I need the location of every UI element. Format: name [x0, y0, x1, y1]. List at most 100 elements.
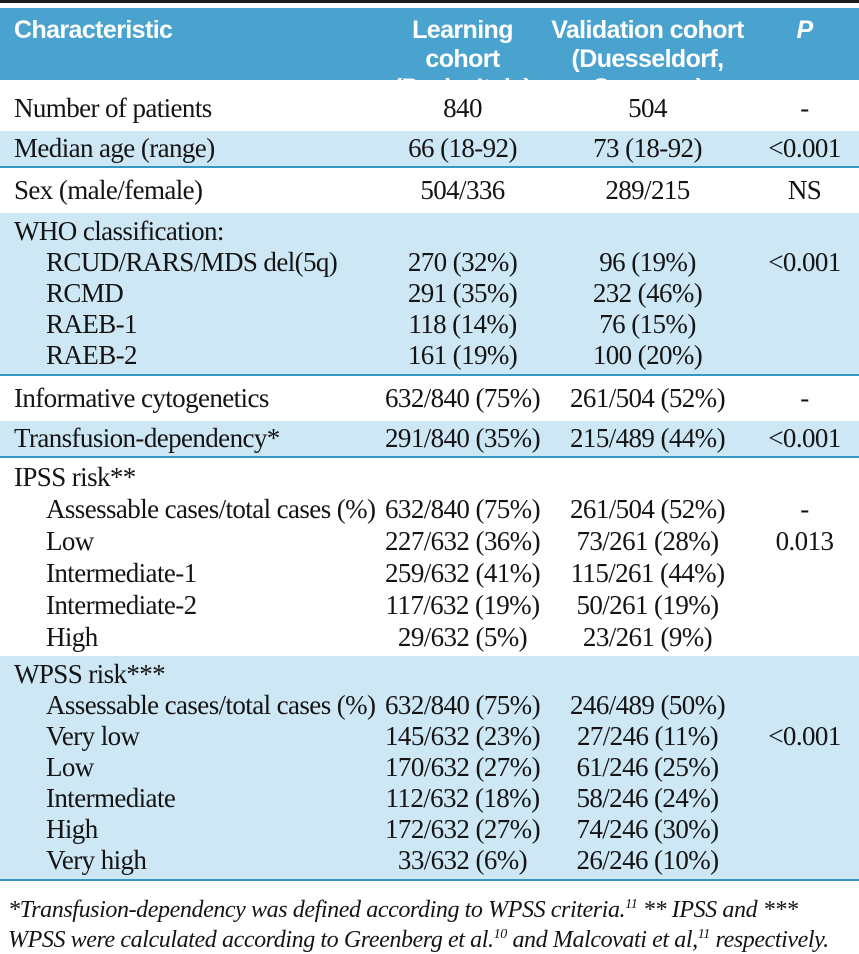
- validation-cohort-value: 96 (19%): [599, 247, 696, 277]
- learning-cohort-value: 291/840 (35%): [385, 423, 541, 453]
- validation-cohort-value: 289/215: [605, 175, 690, 205]
- row-label: WHO classification:: [14, 216, 224, 246]
- learning-cohort-value: 632/840 (75%): [385, 383, 541, 413]
- row-label: Intermediate-1: [46, 557, 197, 588]
- footnote-text: *Transfusion-dependency was defined acco…: [8, 897, 626, 923]
- table-section: Number of patients 840 504 -: [0, 86, 859, 131]
- table-row: IPSS risk**: [0, 461, 859, 493]
- validation-cohort-value: 215/489 (44%): [570, 423, 726, 453]
- footnote-reference-superscript: 11: [697, 927, 711, 942]
- validation-cohort-value: 100 (20%): [592, 340, 703, 370]
- validation-cohort-value: 261/504 (52%): [570, 383, 726, 413]
- validation-cohort-value: 76 (15%): [599, 309, 696, 339]
- validation-cohort-value: 74/246 (30%): [576, 814, 719, 844]
- table-section: IPSS risk** Assessable cases/total cases…: [0, 458, 859, 656]
- row-label: RCMD: [46, 278, 124, 308]
- header-validation-cohort: Validation cohort (Duesseldorf, Germany): [545, 8, 750, 103]
- header-characteristic: Characteristic: [0, 8, 380, 45]
- p-value: NS: [787, 175, 822, 205]
- header-validation-line2: (Duesseldorf, Germany): [571, 45, 725, 102]
- validation-cohort-value: 115/261 (44%): [570, 557, 726, 588]
- validation-cohort-value: 232 (46%): [592, 278, 703, 308]
- footnote-text: and Malcovati et al,: [506, 927, 698, 953]
- learning-cohort-value: 112/632 (18%): [385, 783, 541, 813]
- table-row: Intermediate-2 117/632 (19%) 50/261 (19%…: [0, 589, 859, 621]
- header-p-value: P: [750, 8, 859, 45]
- row-label: WPSS risk***: [14, 659, 166, 689]
- table-row: High 29/632 (5%) 23/261 (9%): [0, 621, 859, 653]
- learning-cohort-value: 259/632 (41%): [385, 557, 541, 588]
- header-p-label: P: [796, 16, 813, 44]
- learning-cohort-value: 632/840 (75%): [385, 690, 541, 720]
- footnote-reference-superscript: 10: [493, 927, 508, 942]
- row-label: Low: [46, 525, 94, 556]
- table-row: Median age (range) 66 (18-92) 73 (18-92)…: [0, 131, 859, 166]
- row-label: Very low: [46, 721, 140, 751]
- row-label: Transfusion-dependency*: [14, 423, 280, 453]
- learning-cohort-value: 33/632 (6%): [397, 845, 528, 875]
- header-learning-cohort: Learning cohort (Pavia, Italy): [380, 8, 545, 103]
- learning-cohort-value: 632/840 (75%): [385, 493, 541, 524]
- row-label: RCUD/RARS/MDS del(5q): [46, 247, 338, 277]
- validation-cohort-value: 73/261 (28%): [576, 525, 719, 556]
- table-section: Informative cytogenetics 632/840 (75%) 2…: [0, 376, 859, 421]
- row-label: Intermediate-2: [46, 589, 197, 620]
- row-label: Median age (range): [14, 133, 215, 163]
- validation-cohort-value: 61/246 (25%): [576, 752, 719, 782]
- learning-cohort-value: 118 (14%): [408, 309, 517, 339]
- table-row: Assessable cases/total cases (%) 632/840…: [0, 690, 859, 721]
- p-value: -: [800, 383, 809, 413]
- table-body: Number of patients 840 504 - Median age …: [0, 86, 859, 881]
- row-label: High: [46, 814, 98, 844]
- p-value: <0.001: [768, 133, 841, 163]
- table-section: Transfusion-dependency* 291/840 (35%) 21…: [0, 421, 859, 458]
- learning-cohort-value: 161 (19%): [407, 340, 518, 370]
- table-row: RCMD 291 (35%) 232 (46%): [0, 278, 859, 309]
- learning-cohort-value: 504/336: [420, 175, 505, 205]
- table-footnote: *Transfusion-dependency was defined acco…: [0, 895, 859, 954]
- table-header-row: Characteristic Learning cohort (Pavia, I…: [0, 8, 859, 102]
- table-row: RCUD/RARS/MDS del(5q) 270 (32%) 96 (19%)…: [0, 247, 859, 278]
- table-row: Sex (male/female) 504/336 289/215 NS: [0, 168, 859, 213]
- learning-cohort-value: 170/632 (27%): [385, 752, 541, 782]
- row-label: Assessable cases/total cases (%): [46, 493, 376, 524]
- learning-cohort-value: 291 (35%): [407, 278, 518, 308]
- p-value: <0.001: [768, 247, 841, 277]
- p-value: 0.013: [775, 525, 834, 556]
- row-label: IPSS risk**: [14, 461, 136, 492]
- footnote-reference-superscript: 11: [625, 897, 638, 912]
- learning-cohort-value: 840: [443, 93, 482, 123]
- validation-cohort-value: 27/246 (11%): [576, 721, 719, 751]
- row-label: Sex (male/female): [14, 175, 203, 205]
- learning-cohort-value: 172/632 (27%): [385, 814, 541, 844]
- header-characteristic-label: Characteristic: [14, 16, 173, 44]
- table-section: WHO classification: RCUD/RARS/MDS del(5q…: [0, 213, 859, 376]
- validation-cohort-value: 58/246 (24%): [576, 783, 719, 813]
- table-section: Sex (male/female) 504/336 289/215 NS: [0, 168, 859, 213]
- learning-cohort-value: 117/632 (19%): [385, 589, 541, 620]
- row-label: RAEB-2: [46, 340, 138, 370]
- table-row: Intermediate-1 259/632 (41%) 115/261 (44…: [0, 557, 859, 589]
- table-row: WPSS risk***: [0, 659, 859, 690]
- validation-cohort-value: 73 (18-92): [593, 133, 702, 163]
- table-row: Very low 145/632 (23%) 27/246 (11%) <0.0…: [0, 721, 859, 752]
- table-row: Low 227/632 (36%) 73/261 (28%) 0.013: [0, 525, 859, 557]
- table-row: Transfusion-dependency* 291/840 (35%) 21…: [0, 421, 859, 456]
- p-value: -: [800, 93, 809, 123]
- table-row: WHO classification:: [0, 216, 859, 247]
- row-label: Assessable cases/total cases (%): [46, 690, 376, 720]
- row-label: RAEB-1: [46, 309, 138, 339]
- row-label: Intermediate: [46, 783, 176, 813]
- row-label: Low: [46, 752, 94, 782]
- learning-cohort-value: 145/632 (23%): [385, 721, 541, 751]
- validation-cohort-value: 50/261 (19%): [576, 589, 719, 620]
- row-label: High: [46, 621, 98, 652]
- validation-cohort-value: 261/504 (52%): [570, 493, 726, 524]
- row-label: Very high: [46, 845, 147, 875]
- table-row: Assessable cases/total cases (%) 632/840…: [0, 493, 859, 525]
- validation-cohort-value: 26/246 (10%): [576, 845, 719, 875]
- header-learning-line2: (Pavia, Italy): [393, 74, 532, 102]
- table-row: RAEB-1 118 (14%) 76 (15%): [0, 309, 859, 340]
- validation-cohort-value: 23/261 (9%): [582, 621, 713, 652]
